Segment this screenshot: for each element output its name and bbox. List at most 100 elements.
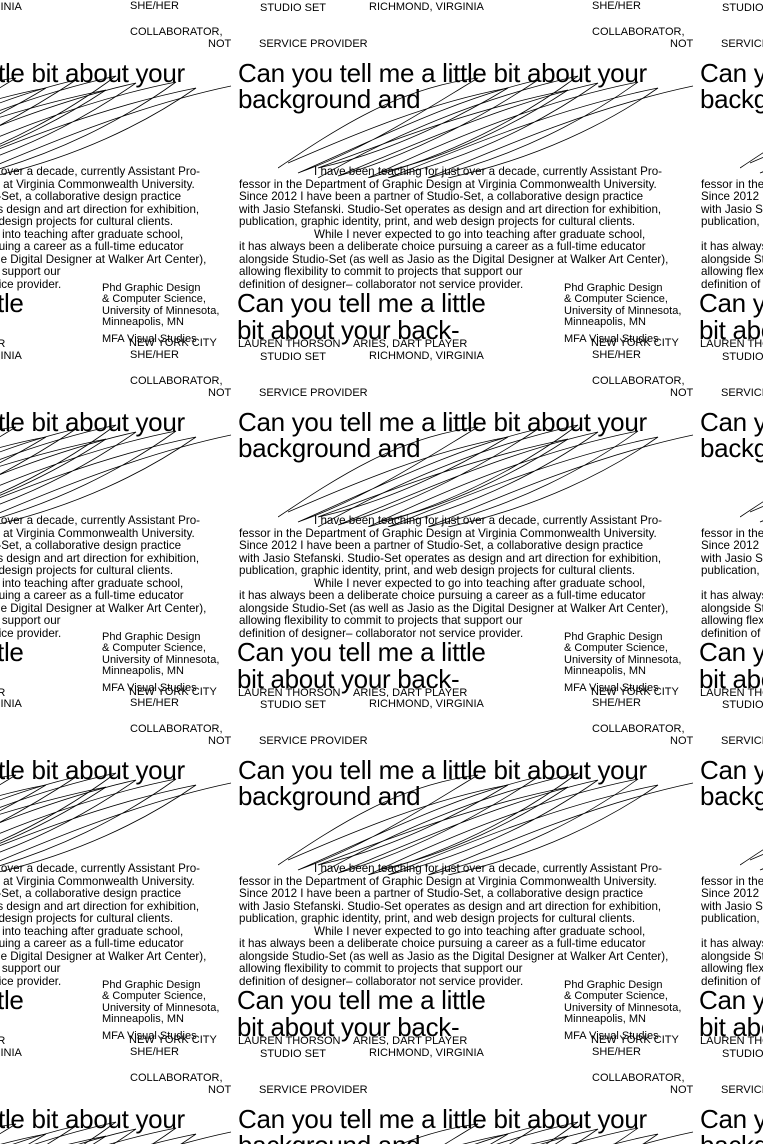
service-provider-label: SERVICE PROVIDER bbox=[259, 1084, 368, 1096]
body-line: it has always been a deliberate choice p… bbox=[701, 240, 763, 253]
pronouns-label: SHE/HER bbox=[130, 697, 179, 709]
collaborator-label: COLLABORATOR, bbox=[130, 375, 223, 387]
poster-tile: STUDIO SET RICHMOND, VIRGINIA SHE/HER CO… bbox=[0, 697, 238, 1045]
body-line: publication, graphic identity, print, an… bbox=[701, 215, 763, 228]
name-label: LAUREN THORSON bbox=[700, 1035, 763, 1045]
studio-set-label: STUDIO SET bbox=[260, 1048, 327, 1060]
not-label: NOT bbox=[670, 38, 694, 50]
body-line: fessor in the Department of Graphic Desi… bbox=[0, 526, 195, 540]
education-line: MFA Visual Studies bbox=[102, 682, 197, 694]
service-provider-label: SERVICE PROVIDER bbox=[721, 387, 763, 399]
headline-line-1: Can you tell me a little bit about your bbox=[238, 58, 647, 88]
education-line: Minneapolis, MN bbox=[564, 316, 646, 328]
name-label: LAUREN THORSON bbox=[700, 687, 763, 697]
education-line: Minneapolis, MN bbox=[564, 1013, 646, 1025]
location-label: RICHMOND, VIRGINIA bbox=[0, 698, 22, 710]
location-label: RICHMOND, VIRGINIA bbox=[369, 350, 484, 362]
scribble-graphic bbox=[0, 772, 232, 873]
body-line: Since 2012 I have been a partner of Stud… bbox=[701, 539, 763, 552]
studio-set-label: STUDIO SET bbox=[722, 1048, 763, 1060]
education-line: & Computer Science, bbox=[564, 642, 668, 654]
pronouns-label: SHE/HER bbox=[130, 349, 179, 361]
education-line: University of Minnesota, bbox=[564, 653, 682, 666]
headline-line-1: Can you tell me a little bit about your bbox=[0, 755, 185, 785]
body-line: it has always been a deliberate choice p… bbox=[701, 589, 763, 602]
name-label: LAUREN THORSON bbox=[238, 687, 341, 697]
body-line: I have been teaching for just over a dec… bbox=[0, 862, 201, 875]
education-line: & Computer Science, bbox=[102, 642, 206, 654]
big-line-1: Can you tell me a little bbox=[0, 985, 24, 1015]
education-line: Phd Graphic Design bbox=[102, 631, 201, 643]
education-line: & Computer Science, bbox=[564, 293, 668, 305]
not-label: NOT bbox=[208, 1084, 232, 1096]
headline-line-2: background and bbox=[700, 1132, 763, 1144]
education-line: University of Minnesota, bbox=[564, 304, 682, 317]
education-line: Minneapolis, MN bbox=[102, 316, 184, 328]
body-line: alongside Studio-Set (as well as Jasio a… bbox=[239, 252, 669, 266]
poster-tile: STUDIO SET RICHMOND, VIRGINIA SHE/HER CO… bbox=[238, 1046, 700, 1144]
headline-line-1: Can you tell me a little bit about your bbox=[700, 1104, 763, 1134]
education-line: MFA Visual Studies bbox=[102, 333, 197, 345]
body-text: I have been teaching for just over a dec… bbox=[700, 0, 763, 348]
collaborator-label: COLLABORATOR, bbox=[130, 1072, 223, 1084]
location-label: RICHMOND, VIRGINIA bbox=[369, 698, 484, 710]
location-label: RICHMOND, VIRGINIA bbox=[0, 1, 22, 13]
body-line: Since 2012 I have been a partner of Stud… bbox=[0, 887, 182, 900]
education-line: Phd Graphic Design bbox=[102, 979, 201, 991]
education-block: Phd Graphic Design & Computer Science, U… bbox=[0, 697, 238, 1045]
big-line-2: bit about your back- bbox=[238, 315, 460, 345]
body-line: allowing flexibility to commit to projec… bbox=[0, 962, 61, 975]
scribble-graphic bbox=[0, 1121, 232, 1144]
body-line: it has always been a deliberate choice p… bbox=[0, 240, 184, 253]
headline-line-2: background and bbox=[238, 84, 421, 114]
body-line: definition of designer– collaborator not… bbox=[701, 626, 763, 640]
body-line: definition of designer– collaborator not… bbox=[0, 974, 62, 988]
body-text: I have been teaching for just over a dec… bbox=[700, 349, 763, 697]
body-line: fessor in the Department of Graphic Desi… bbox=[701, 177, 763, 191]
body-line: with Jasio Stefanski. Studio-Set operate… bbox=[239, 202, 662, 216]
headline-line-1: Can you tell me a little bit about your bbox=[700, 755, 763, 785]
poster-tile: STUDIO SET RICHMOND, VIRGINIA SHE/HER CO… bbox=[238, 697, 700, 1045]
scribble-graphic bbox=[0, 75, 232, 176]
body-text: I have been teaching for just over a dec… bbox=[0, 697, 238, 1045]
education-line: Minneapolis, MN bbox=[102, 665, 184, 677]
body-line: with Jasio Stefanski. Studio-Set operate… bbox=[239, 899, 662, 913]
city-label: NEW YORK CITY bbox=[591, 1034, 679, 1045]
body-line: While I never expected to go into teachi… bbox=[0, 924, 184, 938]
not-label: NOT bbox=[208, 387, 232, 399]
education-block: Phd Graphic Design & Computer Science, U… bbox=[0, 0, 238, 348]
body-line: allowing flexibility to commit to projec… bbox=[0, 265, 61, 278]
studio-set-label: STUDIO SET bbox=[260, 351, 327, 363]
not-label: NOT bbox=[208, 735, 232, 747]
body-line: Since 2012 I have been a partner of Stud… bbox=[239, 539, 644, 552]
body-line: definition of designer– collaborator not… bbox=[0, 277, 62, 291]
body-text: I have been teaching for just over a dec… bbox=[238, 697, 700, 1045]
body-line: publication, graphic identity, print, an… bbox=[0, 564, 174, 577]
education-line: MFA Visual Studies bbox=[564, 1030, 659, 1042]
big-line-1: Can you tell me a little bbox=[700, 288, 763, 318]
big-line-1: Can you tell me a little bbox=[0, 637, 24, 667]
body-line: definition of designer– collaborator not… bbox=[239, 626, 524, 640]
location-label: RICHMOND, VIRGINIA bbox=[369, 1047, 484, 1059]
education-block: Phd Graphic Design & Computer Science, U… bbox=[238, 1046, 700, 1144]
education-block: Phd Graphic Design & Computer Science, U… bbox=[0, 349, 238, 697]
body-line: with Jasio Stefanski. Studio-Set operate… bbox=[701, 899, 763, 913]
big-line-1: Can you tell me a little bbox=[700, 985, 763, 1015]
body-line: allowing flexibility to commit to projec… bbox=[701, 265, 763, 278]
big-line-1: Can you tell me a little bbox=[238, 637, 486, 667]
body-line: Since 2012 I have been a partner of Stud… bbox=[239, 887, 644, 900]
big-line-2: bit about your back- bbox=[700, 315, 763, 345]
big-line-2: bit about your back- bbox=[700, 664, 763, 694]
poster-tile: STUDIO SET RICHMOND, VIRGINIA SHE/HER CO… bbox=[700, 0, 763, 348]
body-line: definition of designer– collaborator not… bbox=[239, 277, 524, 291]
education-line: University of Minnesota, bbox=[102, 304, 220, 317]
pronouns-label: SHE/HER bbox=[130, 0, 179, 12]
pronouns-label: SHE/HER bbox=[592, 697, 641, 709]
poster-tile: STUDIO SET RICHMOND, VIRGINIA SHE/HER CO… bbox=[700, 1046, 763, 1144]
education-line: Phd Graphic Design bbox=[564, 979, 663, 991]
studio-set-label: STUDIO SET bbox=[260, 2, 327, 14]
headline-line-1: Can you tell me a little bit about your bbox=[0, 407, 185, 437]
big-line-1: Can you tell me a little bbox=[238, 288, 486, 318]
education-line: MFA Visual Studies bbox=[564, 682, 659, 694]
education-line: Minneapolis, MN bbox=[564, 665, 646, 677]
